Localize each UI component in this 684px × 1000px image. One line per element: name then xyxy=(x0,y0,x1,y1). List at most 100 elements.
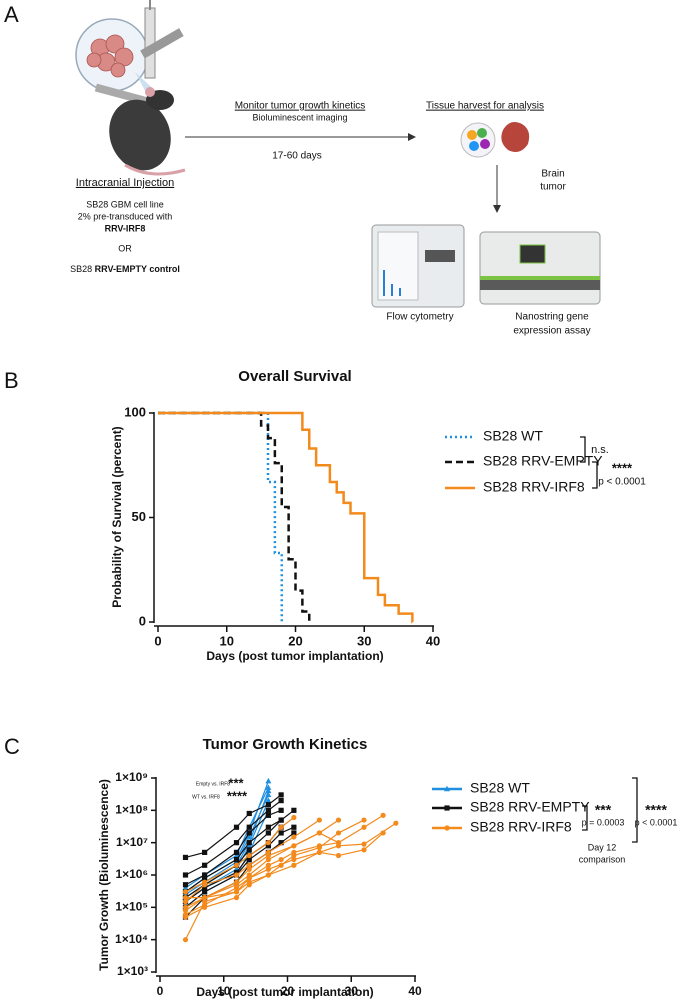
y-tick-label: 50 xyxy=(132,509,146,524)
significance-bracket xyxy=(632,777,638,843)
y-tick-label: 1×10⁹ xyxy=(115,770,148,784)
cell-line: SB28 GBM cell line xyxy=(86,199,164,209)
data-point xyxy=(246,840,252,846)
data-point xyxy=(278,840,284,846)
growth-line xyxy=(185,819,365,918)
data-point xyxy=(380,830,386,836)
mouse-body xyxy=(109,99,171,171)
brain-tumor-label: tumor xyxy=(540,182,566,193)
legend-label: SB28 WT xyxy=(483,428,543,444)
data-point xyxy=(291,843,297,849)
data-point xyxy=(246,866,252,872)
data-point xyxy=(265,852,271,859)
y-tick-label: 1×10³ xyxy=(117,964,148,978)
growth-line xyxy=(185,832,339,911)
annotation: *** xyxy=(595,802,612,818)
data-point xyxy=(265,843,271,849)
data-point xyxy=(182,882,189,888)
data-point xyxy=(182,937,189,943)
legend-label: SB28 RRV-IRF8 xyxy=(470,819,572,835)
data-point xyxy=(291,814,297,821)
annotation: comparison xyxy=(579,854,626,864)
stereotax-arm xyxy=(140,28,184,59)
data-point xyxy=(361,817,367,823)
data-point xyxy=(202,902,208,908)
data-point xyxy=(246,842,253,849)
data-point xyxy=(265,807,271,813)
data-point xyxy=(291,852,297,859)
brain-tumor-icon xyxy=(501,122,530,152)
significance-bracket xyxy=(580,436,586,463)
data-point xyxy=(246,810,252,817)
data-point xyxy=(202,875,208,881)
annotation: Empty vs. IRF8 xyxy=(196,781,230,787)
x-tick-label: 10 xyxy=(220,633,234,648)
irf8: RRV-IRF8 xyxy=(105,223,146,233)
y-axis-title: Tumor Growth (Bioluminescence) xyxy=(97,779,111,971)
data-point xyxy=(246,833,253,840)
data-point xyxy=(202,862,208,868)
monitor-title: Monitor tumor growth kinetics xyxy=(235,101,366,112)
data-point xyxy=(361,824,367,830)
x-tick-label: 30 xyxy=(345,984,359,998)
data-point xyxy=(246,875,252,881)
nanostring-band xyxy=(480,280,600,290)
growth-line xyxy=(185,819,339,908)
data-point xyxy=(291,834,297,840)
injection-title: Intracranial Injection xyxy=(76,177,174,189)
nanostring-screen xyxy=(519,244,546,264)
legend-label: SB28 WT xyxy=(470,780,530,796)
x-tick-label: 30 xyxy=(357,633,371,648)
growth-line xyxy=(185,832,384,916)
survival-curve xyxy=(158,411,283,624)
data-point xyxy=(233,840,240,846)
data-point xyxy=(265,862,271,868)
data-point xyxy=(182,911,189,918)
data-point xyxy=(380,812,386,818)
data-point xyxy=(233,852,240,858)
data-point xyxy=(265,791,272,798)
legend-label: SB28 RRV-EMPTY xyxy=(483,453,603,469)
data-point xyxy=(202,895,208,901)
x-tick-label: 40 xyxy=(426,633,440,648)
data-point xyxy=(202,872,208,878)
flow-label: Flow cytometry xyxy=(386,312,453,323)
data-point xyxy=(265,777,272,784)
data-point xyxy=(265,866,271,872)
legend-marker xyxy=(444,785,450,792)
data-point xyxy=(316,830,322,836)
data-point xyxy=(265,784,272,790)
data-point xyxy=(265,797,272,803)
data-point xyxy=(278,798,284,804)
data-point xyxy=(233,879,240,885)
growth-line xyxy=(185,832,295,918)
duration: 17-60 days xyxy=(272,151,321,162)
annotation: **** xyxy=(227,788,248,803)
y-axis-title: Probability of Survival (percent) xyxy=(110,426,124,607)
data-point xyxy=(233,849,240,855)
y-tick-label: 1×10⁷ xyxy=(116,835,148,849)
data-point xyxy=(265,830,271,836)
legend-marker xyxy=(444,825,450,831)
data-point xyxy=(335,817,342,823)
data-point xyxy=(278,824,284,830)
data-point xyxy=(265,840,271,846)
data-point xyxy=(246,862,252,868)
data-point xyxy=(246,824,252,830)
panel-a: A Intracranial Injection SB28 GBM cell l… xyxy=(4,0,601,337)
x-tick-label: 0 xyxy=(157,984,164,998)
data-point xyxy=(233,872,240,878)
legend-marker xyxy=(444,805,450,811)
sample-dish xyxy=(460,122,496,158)
empty-control: SB28 RRV-EMPTY control xyxy=(70,264,180,274)
data-point xyxy=(233,824,240,830)
survival-curve xyxy=(158,411,414,624)
data-point xyxy=(335,840,342,846)
x-tick-label: 10 xyxy=(217,984,231,998)
significance-bracket xyxy=(592,461,598,489)
cells-icon xyxy=(86,34,134,78)
growth-line xyxy=(185,822,397,899)
flow-slot xyxy=(425,250,455,262)
x-axis-title: Days (post tumor implantation) xyxy=(196,985,373,999)
